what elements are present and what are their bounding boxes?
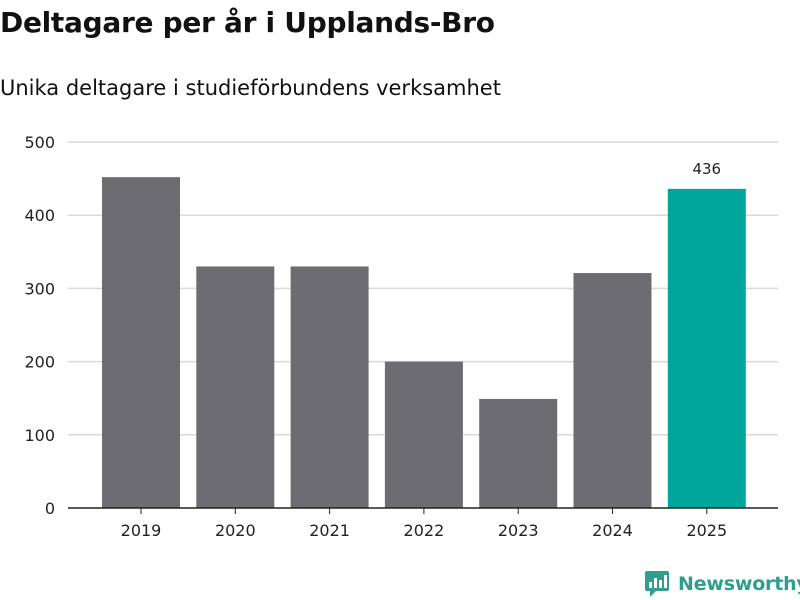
chart-title: Deltagare per år i Upplands-Bro: [0, 6, 495, 39]
bar-2023: [479, 398, 558, 508]
y-tick-label: 300: [24, 279, 55, 298]
bar-2021: [290, 266, 369, 508]
y-tick-label: 100: [24, 426, 55, 445]
x-tick-label: 2022: [404, 521, 445, 540]
x-tick-label: 2020: [215, 521, 256, 540]
bars: [102, 177, 746, 509]
y-tick-label: 500: [24, 133, 55, 152]
bar-2019: [102, 177, 180, 509]
chart-subtitle: Unika deltagare i studieförbundens verks…: [0, 76, 501, 100]
brand-name: Newsworthy: [678, 573, 800, 595]
newsworthy-logo-icon: [645, 571, 669, 597]
y-tick-label: 200: [24, 353, 55, 372]
bar-chart: 0 100 200 300 400 500 2019 2020 2021 2022 2023 2024…: [24, 133, 778, 540]
bar-2022: [384, 361, 463, 508]
axes: [68, 507, 778, 514]
x-tick-label: 2021: [309, 521, 350, 540]
x-tick-label: 2023: [498, 521, 539, 540]
y-tick-label: 400: [24, 206, 55, 225]
y-tick-label: 0: [45, 499, 55, 518]
x-tick-label: 2019: [121, 521, 162, 540]
bar-2025: [667, 188, 746, 508]
x-tick-label: 2024: [592, 521, 633, 540]
x-tick-label: 2025: [686, 521, 727, 540]
bar-2020: [196, 266, 275, 508]
bar-2024: [573, 273, 652, 508]
labels: 0 100 200 300 400 500 2019 2020 2021 2022 2023 2024…: [24, 133, 727, 540]
brand-logo: Newsworthy: [644, 568, 800, 600]
data-label-2025: 436: [692, 160, 721, 178]
